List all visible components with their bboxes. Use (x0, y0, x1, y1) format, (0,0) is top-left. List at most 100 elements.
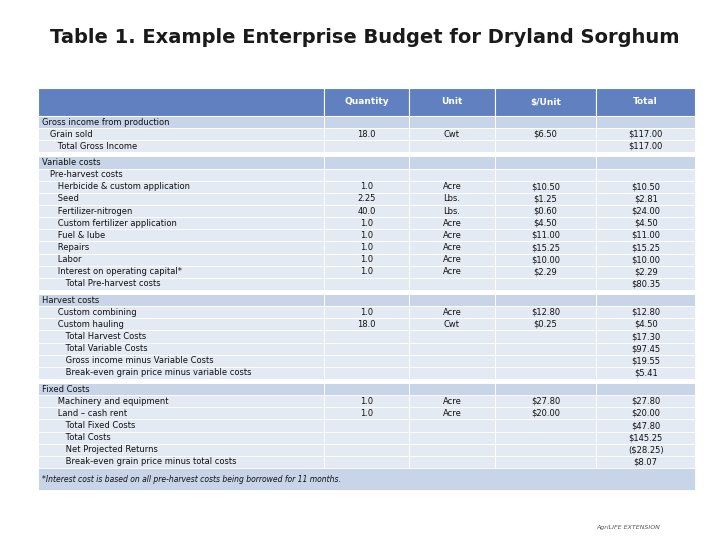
Text: $12.80: $12.80 (531, 308, 560, 317)
Bar (495, 230, 596, 241)
Text: Herbicide & custom application: Herbicide & custom application (42, 183, 190, 191)
Text: 1.0: 1.0 (360, 255, 373, 264)
Text: $27.80: $27.80 (631, 397, 660, 406)
Bar (324, 431, 409, 444)
Text: $4.50: $4.50 (634, 320, 657, 329)
Bar (409, 367, 495, 379)
Bar (324, 355, 409, 367)
Text: 40.0: 40.0 (357, 207, 376, 215)
Text: Total Fixed Costs: Total Fixed Costs (42, 421, 135, 430)
Bar (38, 157, 695, 168)
Bar (324, 168, 409, 181)
Bar (596, 241, 695, 254)
Text: $117.00: $117.00 (629, 130, 663, 139)
Bar (38, 241, 695, 254)
Text: Acre: Acre (443, 308, 462, 317)
Bar (38, 431, 695, 444)
Bar (495, 318, 596, 330)
Text: $10.50: $10.50 (531, 183, 560, 191)
Bar (495, 431, 596, 444)
Bar (38, 193, 695, 205)
Bar (38, 217, 324, 230)
Bar (409, 140, 495, 152)
Bar (38, 128, 324, 140)
Text: $2.81: $2.81 (634, 194, 657, 204)
Bar (409, 205, 495, 217)
Text: Cwt: Cwt (444, 320, 460, 329)
Text: $11.00: $11.00 (531, 231, 560, 240)
Bar (324, 383, 409, 395)
Bar (324, 342, 409, 355)
Bar (38, 157, 324, 168)
Bar (38, 230, 695, 241)
Bar (495, 241, 596, 254)
Bar (324, 420, 409, 431)
Bar (38, 395, 695, 407)
Bar (596, 116, 695, 128)
Bar (324, 395, 409, 407)
Bar (38, 318, 324, 330)
Text: $4.50: $4.50 (534, 219, 557, 228)
Text: Lbs.: Lbs. (444, 207, 460, 215)
Bar (409, 230, 495, 241)
Bar (324, 128, 409, 140)
Bar (38, 318, 695, 330)
Text: Cwt: Cwt (444, 130, 460, 139)
Bar (324, 266, 409, 278)
Bar (38, 116, 324, 128)
Bar (38, 367, 324, 379)
Bar (495, 456, 596, 468)
Bar (596, 168, 695, 181)
Bar (596, 306, 695, 318)
Bar (38, 306, 324, 318)
Text: $2.29: $2.29 (534, 267, 557, 276)
Bar (495, 157, 596, 168)
Bar (495, 266, 596, 278)
Text: Total Costs: Total Costs (42, 433, 111, 442)
Bar (38, 456, 695, 468)
Bar (324, 181, 409, 193)
Bar (596, 181, 695, 193)
Bar (409, 254, 495, 266)
Text: Acre: Acre (443, 231, 462, 240)
Text: Acre: Acre (443, 243, 462, 252)
Text: Fixed Costs: Fixed Costs (42, 384, 89, 394)
Text: 1.0: 1.0 (360, 183, 373, 191)
Bar (596, 407, 695, 420)
Bar (409, 342, 495, 355)
Text: $10.50: $10.50 (631, 183, 660, 191)
Text: 18.0: 18.0 (357, 130, 376, 139)
Text: $145.25: $145.25 (629, 433, 663, 442)
Bar (324, 318, 409, 330)
Bar (596, 367, 695, 379)
Text: $47.80: $47.80 (631, 421, 660, 430)
Text: $5.41: $5.41 (634, 368, 657, 377)
Bar (495, 140, 596, 152)
Text: Grain sold: Grain sold (42, 130, 93, 139)
Text: Land – cash rent: Land – cash rent (42, 409, 127, 418)
Text: 1.0: 1.0 (360, 409, 373, 418)
Bar (409, 278, 495, 290)
Text: $20.00: $20.00 (631, 409, 660, 418)
Bar (38, 140, 324, 152)
Bar (495, 355, 596, 367)
Bar (596, 383, 695, 395)
Bar (409, 168, 495, 181)
Text: Acre: Acre (443, 255, 462, 264)
Bar (38, 217, 695, 230)
Text: Total: Total (634, 98, 658, 106)
Bar (324, 157, 409, 168)
Bar (38, 181, 324, 193)
Bar (38, 407, 695, 420)
Bar (38, 294, 695, 306)
Bar (495, 205, 596, 217)
Text: Acre: Acre (443, 409, 462, 418)
Text: $2.29: $2.29 (634, 267, 657, 276)
Bar (596, 157, 695, 168)
Bar (324, 205, 409, 217)
Bar (38, 330, 695, 342)
Bar (409, 294, 495, 306)
Bar (596, 420, 695, 431)
Bar (409, 181, 495, 193)
Text: Repairs: Repairs (42, 243, 89, 252)
